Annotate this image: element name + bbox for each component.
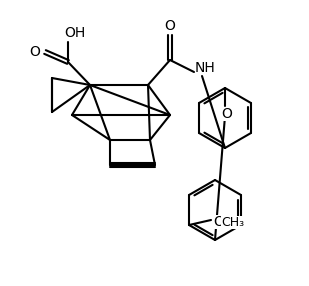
Text: OH: OH (64, 26, 86, 40)
Text: O: O (222, 107, 232, 121)
Text: O: O (165, 19, 176, 33)
Text: NH: NH (195, 61, 215, 75)
Text: O: O (214, 215, 224, 229)
Text: O: O (30, 45, 40, 59)
Text: CH₃: CH₃ (222, 215, 245, 229)
